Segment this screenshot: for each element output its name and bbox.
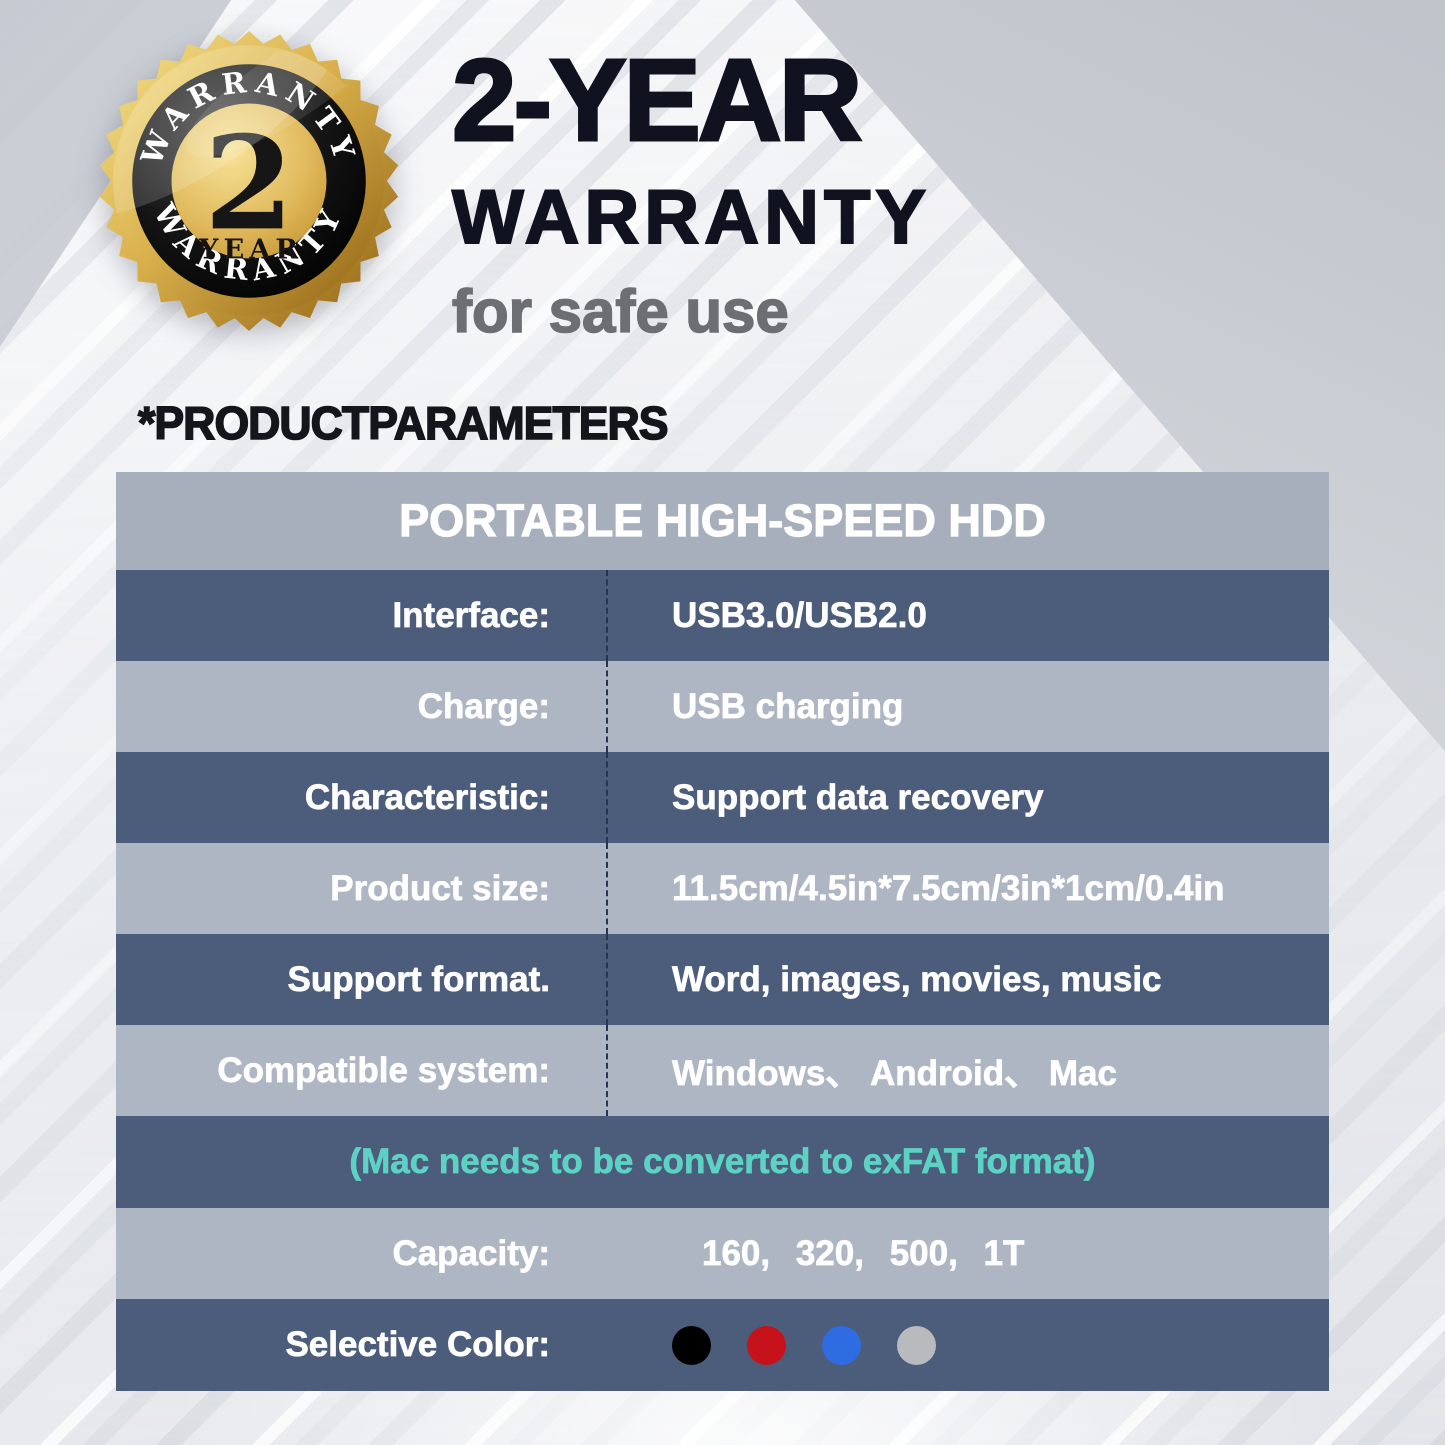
color-swatch-group [606, 1299, 1329, 1391]
color-dot-blue [822, 1325, 861, 1365]
hero-tagline: for safe use [451, 278, 789, 345]
row-value: Windows、 Android、 Mac [606, 1025, 1329, 1116]
table-row-characteristic: Characteristic: Support data recovery [116, 752, 1329, 843]
row-value: Support data recovery [606, 752, 1329, 843]
warranty-seal-badge: WARRANTY WARRANTY 2 YEAR [99, 31, 399, 331]
table-row-selective-color: Selective Color: [116, 1299, 1329, 1391]
row-label: Charge: [417, 686, 550, 726]
row-value: USB charging [606, 661, 1329, 752]
table-row-capacity: Capacity: 160, 320, 500, 1T [116, 1208, 1329, 1299]
section-heading: *PRODUCTPARAMETERS [137, 396, 669, 450]
row-value: USB3.0/USB2.0 [606, 570, 1329, 661]
row-value: Word, images, movies, music [606, 934, 1329, 1025]
hero-title: 2-YEAR [450, 35, 863, 165]
mac-exfat-note: (Mac needs to be converted to exFAT form… [116, 1116, 1329, 1208]
row-label: Compatible system: [217, 1050, 550, 1090]
row-value: 160, 320, 500, 1T [702, 1233, 1025, 1273]
row-value: 11.5cm/4.5in*7.5cm/3in*1cm/0.4in [606, 843, 1329, 934]
seal-number: 2 [204, 108, 294, 259]
table-row-charge: Charge: USB charging [116, 661, 1329, 752]
table-row-interface: Interface: USB3.0/USB2.0 [116, 570, 1329, 661]
color-dot-red [747, 1325, 786, 1365]
row-label: Characteristic: [304, 777, 551, 817]
seal-gold-center [171, 103, 327, 259]
row-label: Interface: [392, 595, 550, 635]
table-row-support-format: Support format. Word, images, movies, mu… [116, 934, 1329, 1025]
row-label: Product size: [330, 868, 550, 908]
seal-year-label: YEAR [198, 234, 303, 266]
hero-subtitle: WARRANTY [451, 175, 932, 260]
table-row-product-size: Product size: 11.5cm/4.5in*7.5cm/3in*1cm… [116, 843, 1329, 934]
table-row-compatible-system: Compatible system: Windows、 Android、 Mac [116, 1025, 1329, 1116]
table-title: PORTABLE HIGH-SPEED HDD [116, 472, 1329, 570]
row-label: Selective Color: [285, 1325, 550, 1365]
row-label: Support format. [287, 959, 550, 999]
color-dot-black [672, 1325, 711, 1365]
color-dot-silver [897, 1325, 936, 1365]
spec-table: PORTABLE HIGH-SPEED HDD Interface: USB3.… [116, 472, 1329, 1391]
hero-block: 2-YEAR WARRANTY for safe use [450, 35, 932, 345]
row-label: Capacity: [392, 1233, 550, 1273]
